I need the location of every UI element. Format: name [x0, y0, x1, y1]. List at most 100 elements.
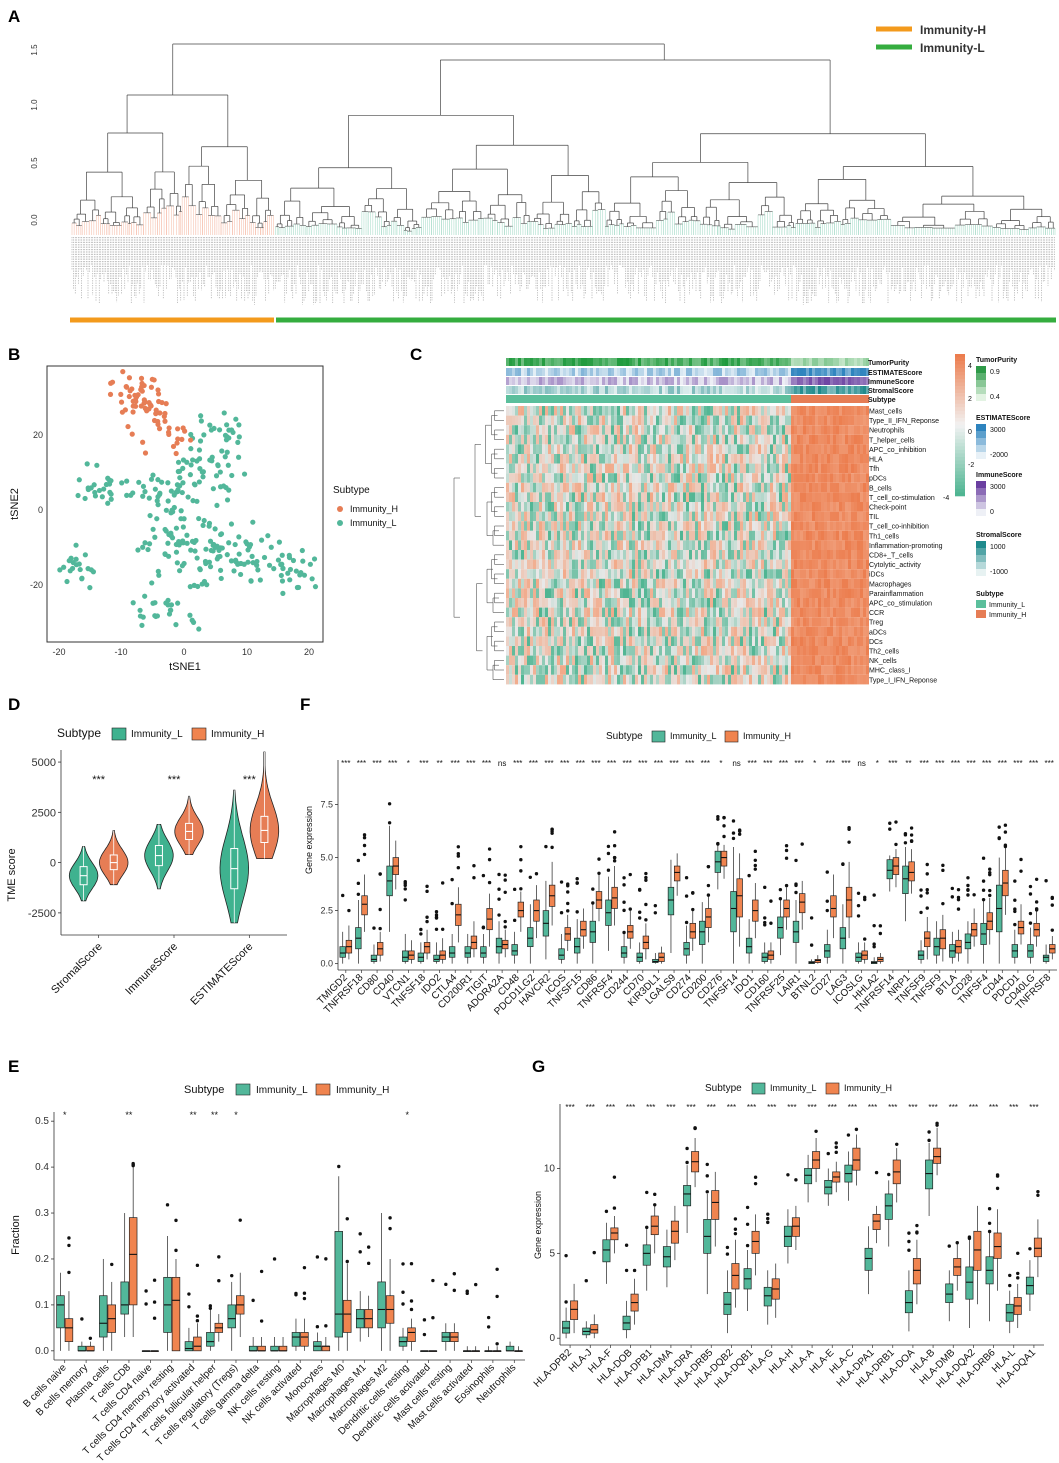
heatmap-annotation-labels: TumorPurityESTIMATEScoreImmuneScoreStrom…	[868, 360, 922, 404]
heatmap-cell	[791, 511, 794, 522]
heatmap-cell	[665, 521, 668, 531]
heatmap-cell	[755, 473, 758, 483]
heatmap-cell	[803, 463, 806, 474]
heatmap-cell	[776, 521, 779, 531]
heatmap-cell	[578, 492, 581, 502]
tsne-point-immunity-l	[188, 547, 194, 553]
heatmap-cell	[830, 540, 833, 550]
heatmap-cell	[779, 415, 782, 426]
heatmap-cell	[617, 540, 620, 550]
heatmap-cell	[524, 502, 527, 512]
annotation-cell	[542, 368, 545, 376]
tsne-point-immunity-l	[84, 461, 90, 467]
heatmap-cell	[590, 425, 593, 435]
heatmap-cell	[623, 434, 626, 445]
heatmap-cell	[827, 559, 830, 570]
annotation-cell-subtype	[674, 395, 677, 403]
heatmap-cell	[680, 492, 683, 502]
heatmap-cell	[833, 463, 836, 474]
heatmap-cell	[818, 482, 821, 493]
annotation-cell-subtype	[677, 395, 680, 403]
heatmap-cell	[563, 521, 566, 531]
heatmap-cell	[788, 521, 791, 531]
heatmap-cell	[860, 521, 863, 531]
annotation-cell	[515, 377, 518, 385]
heatmap-cell	[602, 434, 605, 445]
annotation-cell	[830, 368, 833, 376]
tsne-point-immunity-l	[177, 475, 183, 481]
tsne-point-immunity-l	[196, 626, 202, 632]
tsne-point-immunity-l	[236, 422, 242, 428]
heatmap-cell	[527, 415, 530, 426]
heatmap-cell	[809, 502, 812, 512]
tsne-point-immunity-l	[76, 477, 82, 483]
annotation-cell	[536, 358, 539, 366]
heatmap-cell	[584, 454, 587, 464]
annotation-cell	[629, 358, 632, 366]
heatmap-cell	[707, 492, 710, 502]
heatmap-cell	[692, 406, 695, 416]
heatmap-cell	[686, 511, 689, 522]
annotation-cell-subtype	[551, 395, 554, 403]
annotation-cell	[752, 386, 755, 394]
heatmap-cell	[758, 434, 761, 445]
annotation-cell	[821, 386, 824, 394]
annotation-cell	[587, 386, 590, 394]
heatmap-cell	[761, 559, 764, 570]
tsne-point-immunity-l	[130, 490, 136, 496]
annotation-cell	[677, 358, 680, 366]
heatmap-cell	[647, 550, 650, 560]
heatmap-cell	[572, 463, 575, 474]
tsne-point-immunity-l	[189, 538, 196, 545]
heatmap-cell	[830, 454, 833, 464]
heatmap-cell	[629, 530, 632, 541]
heatmap-cell	[548, 511, 551, 522]
tsne-point-immunity-l	[140, 544, 146, 550]
heatmap-cell	[764, 550, 767, 560]
heatmap-cell	[740, 444, 743, 454]
heatmap-cell	[674, 530, 677, 541]
heatmap-cell	[542, 502, 545, 512]
heatmap-cell	[752, 444, 755, 454]
heatmap-cell	[638, 454, 641, 464]
heatmap-cell	[596, 540, 599, 550]
heatmap-cell	[611, 559, 614, 570]
annotation-cell	[557, 358, 560, 366]
heatmap-cell	[512, 425, 515, 435]
heatmap-cell	[839, 530, 842, 541]
heatmap-cell	[608, 406, 611, 416]
annotation-cell	[569, 377, 572, 385]
heatmap-cell	[785, 482, 788, 493]
tsne-point-immunity-l	[145, 546, 151, 553]
tsne-point-immunity-l	[222, 454, 228, 460]
annotation-cell	[698, 386, 701, 394]
heatmap-cell	[818, 444, 821, 454]
tsne-point-immunity-h	[153, 407, 159, 413]
annotation-cell	[650, 358, 653, 366]
annotation-cell	[572, 368, 575, 376]
heatmap-cell	[596, 425, 599, 435]
annotation-cell-subtype	[668, 395, 671, 403]
tsne-point-immunity-l	[280, 565, 286, 572]
heatmap-cell	[509, 454, 512, 464]
annotation-cell	[770, 368, 773, 376]
heatmap-cell	[836, 444, 839, 454]
heatmap-cell	[830, 406, 833, 416]
heatmap-cell	[848, 415, 851, 426]
heatmap-cell	[797, 454, 800, 464]
heatmap-cell	[815, 463, 818, 474]
annotation-cell-subtype	[821, 395, 824, 403]
heatmap-cell	[572, 482, 575, 493]
heatmap-cell	[698, 415, 701, 426]
heatmap-cell	[614, 463, 617, 474]
heatmap-cell	[557, 406, 560, 416]
heatmap-cell	[701, 434, 704, 445]
annotation-cell	[599, 368, 602, 376]
heatmap-cell	[737, 406, 740, 416]
tsne-point-immunity-l	[175, 459, 182, 465]
heatmap-cell	[647, 473, 650, 483]
tsne-point-immunity-l	[180, 538, 186, 544]
heatmap-cell	[710, 550, 713, 560]
heatmap-cell	[797, 444, 800, 454]
heatmap-cell	[632, 425, 635, 435]
